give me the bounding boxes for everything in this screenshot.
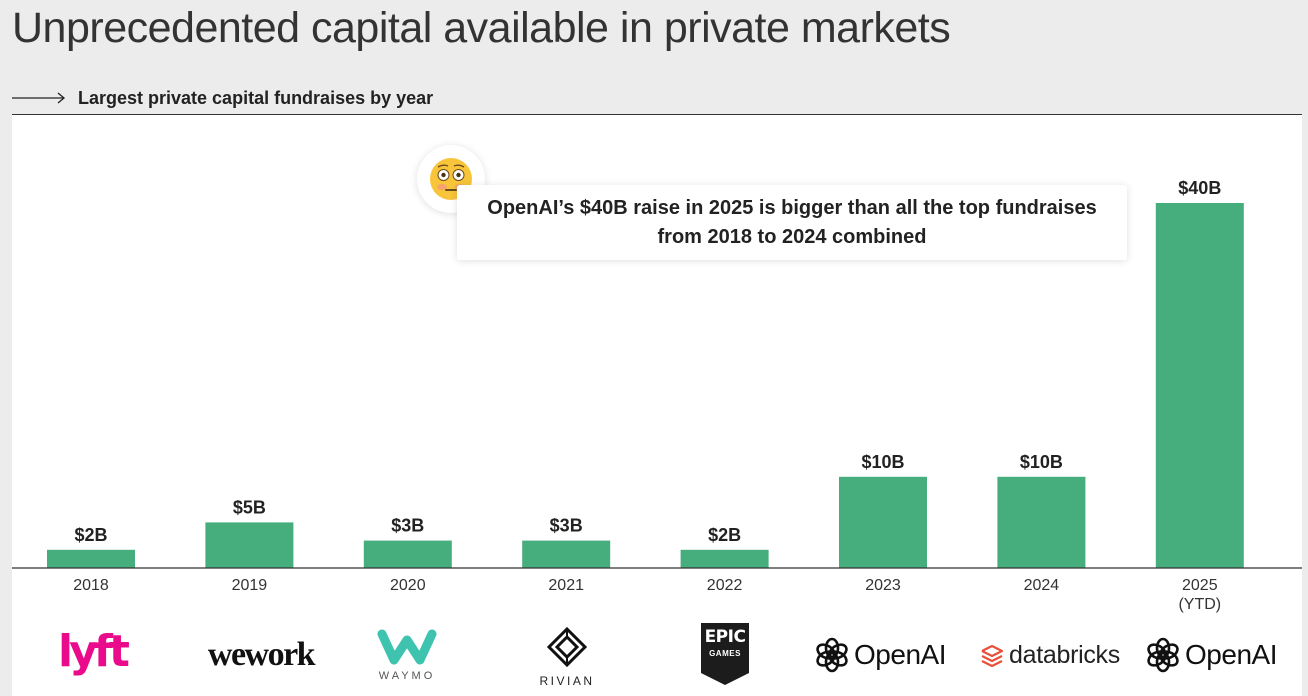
- chart-subtitle: Largest private capital fundraises by ye…: [78, 87, 434, 108]
- tick-label-0: 2018: [73, 577, 109, 594]
- data-label-0: $2B: [74, 525, 107, 545]
- chart-subtitle-row: Largest private capital fundraises by ye…: [12, 86, 433, 110]
- tick-label-4: 2022: [707, 577, 743, 594]
- callout-box: OpenAI’s $40B raise in 2025 is bigger th…: [457, 185, 1127, 260]
- bar-0: [47, 549, 135, 569]
- waymo-logo-text: WAYMO: [378, 670, 436, 682]
- lyft-logo: lyft: [44, 623, 140, 679]
- bar-3: [522, 540, 611, 568]
- bar-2: [363, 540, 452, 568]
- data-label-6: $10B: [1020, 452, 1063, 472]
- rivian-logo-text: RIVIAN: [539, 673, 595, 688]
- tick-label-5: 2023: [865, 577, 901, 594]
- bar-7: [1155, 203, 1244, 568]
- databricks-layers-icon: [981, 644, 1004, 667]
- rivian-emblem-icon: [547, 626, 587, 667]
- databricks-logo-text: databricks: [1009, 640, 1120, 669]
- epic-games-shield-icon: [701, 623, 749, 685]
- openai-knot-icon: [816, 637, 848, 673]
- wework-logo: wework: [190, 630, 332, 680]
- data-label-1: $5B: [233, 497, 266, 517]
- callout-text: OpenAI’s $40B raise in 2025 is bigger th…: [487, 196, 1097, 248]
- openai-logo-2023: OpenAI: [808, 633, 952, 677]
- data-label-2: $3B: [391, 516, 424, 536]
- bar-4: [680, 549, 769, 569]
- data-label-4: $2B: [708, 525, 741, 545]
- tick-label-3: 2021: [548, 577, 584, 594]
- arrow-right-icon: [12, 92, 66, 104]
- bar-5: [839, 476, 927, 569]
- bar-1: [205, 522, 294, 568]
- chart-panel: $2B 2018 $5B 2019 $3B 2020 $3B 2021 $2B 2022 $10B 2…: [12, 114, 1302, 696]
- waymo-w-icon: [377, 629, 437, 665]
- rivian-logo: RIVIAN: [527, 623, 607, 691]
- lyft-logo-text: lyft: [58, 625, 130, 677]
- bars-layer: [47, 203, 1244, 569]
- openai-knot-icon: [1147, 637, 1179, 673]
- openai-logo-text: OpenAI: [854, 639, 946, 670]
- data-label-3: $3B: [550, 516, 583, 536]
- tick-label-6: 2024: [1024, 577, 1060, 594]
- openai-logo-text: OpenAI: [1185, 639, 1277, 670]
- data-label-7: $40B: [1178, 178, 1221, 198]
- games-logo-text: GAMES: [709, 649, 741, 658]
- epic-logo-text: EPIC: [704, 627, 746, 647]
- data-label-5: $10B: [861, 452, 904, 472]
- bar-6: [997, 476, 1086, 569]
- waymo-logo: WAYMO: [368, 620, 446, 690]
- bar-chart: $2B 2018 $5B 2019 $3B 2020 $3B 2021 $2B 2022 $10B 2…: [12, 178, 1302, 613]
- labels-layer: $2B 2018 $5B 2019 $3B 2020 $3B 2021 $2B 2022 $10B 2…: [73, 178, 1221, 613]
- tick-label-1: 2019: [232, 577, 268, 594]
- tick-label-7: 2025 (YTD): [1178, 577, 1221, 613]
- epic-games-logo: EPIC GAMES: [699, 621, 751, 687]
- openai-logo-2025: OpenAI: [1138, 633, 1284, 677]
- databricks-logo: databricks: [974, 637, 1126, 673]
- page-title: Unprecedented capital available in priva…: [12, 4, 951, 52]
- wework-logo-text: wework: [207, 636, 316, 673]
- tick-label-2: 2020: [390, 577, 426, 594]
